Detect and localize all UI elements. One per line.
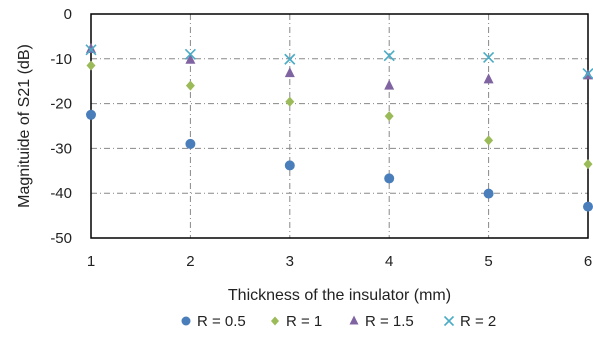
point-r-2	[85, 44, 97, 56]
x-tick-label: 2	[186, 253, 194, 270]
point-r-2	[582, 68, 593, 80]
point-r-1	[285, 96, 295, 107]
y-tick-label: -30	[50, 140, 72, 157]
point-r-1-5	[86, 42, 96, 53]
x-tick-label: 3	[286, 253, 294, 270]
legend-marker	[271, 316, 279, 326]
point-r-0-5	[284, 160, 295, 171]
x-stroke	[383, 50, 395, 62]
x-tick-labels: 1 2 3 4 5 6	[87, 253, 592, 270]
point-r-1	[185, 80, 195, 91]
grid	[91, 14, 588, 238]
point-r-0-5	[185, 138, 196, 149]
x-stroke	[483, 51, 495, 64]
plot-frame	[90, 13, 589, 239]
legend-label: R = 1.5	[365, 313, 414, 330]
y-tick-label: -40	[50, 185, 72, 202]
x-stroke	[582, 68, 593, 80]
y-tick-label: -20	[50, 96, 72, 113]
x-tick-label: 4	[385, 253, 393, 270]
legend-item: R = 2	[443, 313, 496, 330]
x-axis-label: Thickness of the insulator (mm)	[228, 287, 451, 304]
legend-marker	[349, 315, 359, 325]
x-tick-label: 1	[87, 253, 95, 270]
point-r-2	[184, 48, 196, 60]
point-r-2	[383, 50, 395, 62]
point-r-1-5	[384, 79, 395, 90]
y-axis-label: Magnituide of S21 (dB)	[16, 44, 33, 208]
legend-marker	[181, 316, 191, 326]
legend-item: R = 0.5	[181, 313, 246, 330]
point-r-1-5	[284, 67, 295, 78]
legend-item: R = 1	[271, 313, 322, 330]
legend-item: R = 1.5	[349, 313, 414, 330]
y-tick-labels: 0 -10 -20 -30 -40 -50	[50, 6, 72, 247]
legend-label: R = 2	[460, 313, 496, 330]
x-stroke	[443, 315, 455, 327]
point-r-2	[284, 53, 296, 65]
point-r-1	[86, 60, 96, 71]
y-tick-label: -10	[50, 51, 72, 68]
point-r-0-5	[483, 188, 494, 199]
x-stroke	[184, 48, 196, 60]
legend-label: R = 0.5	[197, 313, 246, 330]
y-tick-label: -50	[50, 230, 72, 247]
x-tick-label: 5	[484, 253, 492, 270]
series-markers	[85, 42, 593, 212]
y-tick-label: 0	[64, 6, 72, 23]
point-r-1	[484, 135, 494, 146]
point-r-0-5	[384, 173, 395, 184]
x-tick-label: 6	[584, 253, 592, 270]
legend-marker	[443, 315, 455, 327]
legend: R = 0.5 R = 1 R = 1.5 R = 2	[181, 313, 496, 330]
point-r-2	[483, 51, 495, 64]
point-r-1	[384, 111, 394, 122]
point-r-1-5	[483, 73, 494, 84]
point-r-0-5	[86, 109, 96, 120]
point-r-1-5	[185, 53, 196, 64]
point-r-0-5	[583, 201, 593, 212]
point-r-1	[583, 159, 593, 170]
legend-label: R = 1	[286, 313, 322, 330]
x-stroke	[284, 53, 296, 65]
x-stroke	[85, 44, 97, 56]
